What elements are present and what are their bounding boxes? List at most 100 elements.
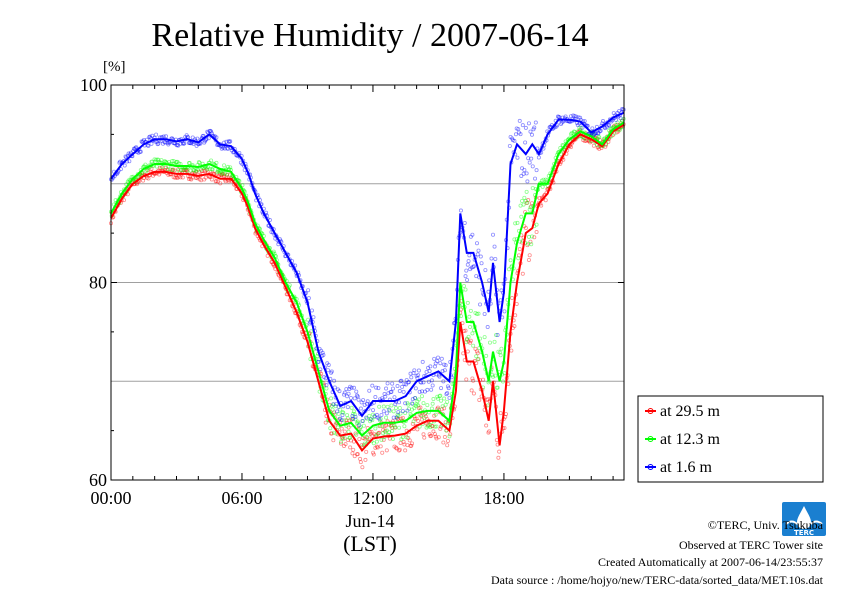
scatter-point [335, 409, 340, 414]
scatter-point [412, 406, 417, 411]
x-axis-label: (LST) [343, 531, 397, 556]
scatter-point [520, 123, 525, 128]
scatter-point [539, 203, 544, 208]
scatter-point [390, 437, 395, 442]
scatter-point [149, 141, 154, 146]
scatter-point [373, 395, 378, 400]
scatter-point [180, 168, 185, 173]
scatter-point [530, 164, 535, 169]
scatter-point [333, 404, 338, 409]
scatter-point [216, 169, 221, 174]
scatter-point [354, 432, 359, 437]
scatter-point [329, 404, 334, 409]
scatter-point [440, 369, 445, 374]
scatter-point [157, 165, 162, 170]
scatter-point [187, 140, 192, 145]
scatter-point [523, 225, 528, 230]
scatter-point [443, 363, 448, 368]
scatter-point [442, 435, 447, 440]
scatter-point [470, 331, 475, 336]
scatter-point [173, 160, 178, 165]
scatter-point [397, 400, 402, 405]
scatter-point [559, 122, 564, 127]
scatter-point [389, 403, 394, 408]
scatter-point [413, 386, 418, 391]
scatter-point [410, 421, 415, 426]
scatter-point [353, 417, 358, 422]
scatter-point [215, 169, 220, 174]
scatter-point [441, 440, 446, 445]
scatter-point [435, 359, 440, 364]
scatter-point [366, 432, 371, 437]
scatter-point [510, 136, 515, 141]
legend: at 29.5 m at 12.3 m at 1.6 m [637, 395, 824, 483]
legend-label: at 12.3 m [660, 431, 721, 448]
scatter-point [362, 402, 367, 407]
scatter-point [475, 252, 480, 257]
scatter-point [331, 438, 336, 443]
scatter-point [427, 423, 432, 428]
scatter-point [306, 288, 311, 293]
scatter-point [471, 343, 476, 348]
scatter-point [357, 437, 362, 442]
scatter-point [528, 205, 533, 210]
scatter-point [332, 378, 337, 383]
scatter-point [399, 437, 404, 442]
scatter-point [411, 419, 416, 424]
scatter-point [620, 107, 625, 112]
scatter-point [380, 424, 385, 429]
scatter-point [513, 132, 518, 137]
scatter-point [433, 361, 438, 366]
scatter-point [458, 208, 463, 213]
scatter-point [572, 129, 577, 134]
scatter-point [426, 422, 431, 427]
scatter-point [316, 359, 321, 364]
scatter-point [399, 378, 404, 383]
scatter-point [401, 439, 406, 444]
legend-label: at 29.5 m [660, 403, 721, 420]
scatter-point [384, 423, 389, 428]
scatter-point [340, 413, 345, 418]
scatter-point [361, 436, 366, 441]
footer-copyright: ©TERC, Univ. Tsukuba [708, 518, 824, 532]
scatter-point [400, 409, 405, 414]
scatter-point [393, 425, 398, 430]
scatter-point [429, 378, 434, 383]
scatter-point [498, 353, 503, 358]
scatter-point [527, 253, 532, 258]
y-axis-unit: [%] [103, 59, 126, 75]
scatter-point [475, 351, 480, 356]
scatter-point [522, 167, 527, 172]
scatter-point [145, 168, 150, 173]
scatter-point [163, 140, 168, 145]
scatter-point [445, 399, 450, 404]
scatter-point [371, 450, 376, 455]
scatter-point [419, 394, 424, 399]
scatter-point [309, 308, 314, 313]
scatter-point [188, 141, 193, 146]
scatter-point [447, 434, 452, 439]
scatter-point [556, 114, 561, 119]
scatter-point [202, 140, 207, 145]
scatter-point [361, 443, 366, 448]
scatter-point [519, 173, 524, 178]
scatter-point [201, 168, 206, 173]
scatter-point [348, 445, 353, 450]
scatter-point [217, 172, 222, 177]
scatter-point [515, 155, 520, 160]
scatter-point [521, 171, 526, 176]
scatter-point [363, 435, 368, 440]
scatter-point [483, 268, 488, 273]
scatter-point [403, 448, 408, 453]
scatter-point [518, 132, 523, 137]
scatter-point [374, 439, 379, 444]
scatter-point [435, 394, 440, 399]
scatter-point [416, 406, 421, 411]
scatter-point [467, 253, 472, 258]
scatter-point [364, 401, 369, 406]
scatter-point [332, 412, 337, 417]
scatter-point [582, 119, 587, 124]
scatter-point [432, 413, 437, 418]
terc-logo: TERC [782, 502, 826, 537]
scatter-point [421, 432, 426, 437]
